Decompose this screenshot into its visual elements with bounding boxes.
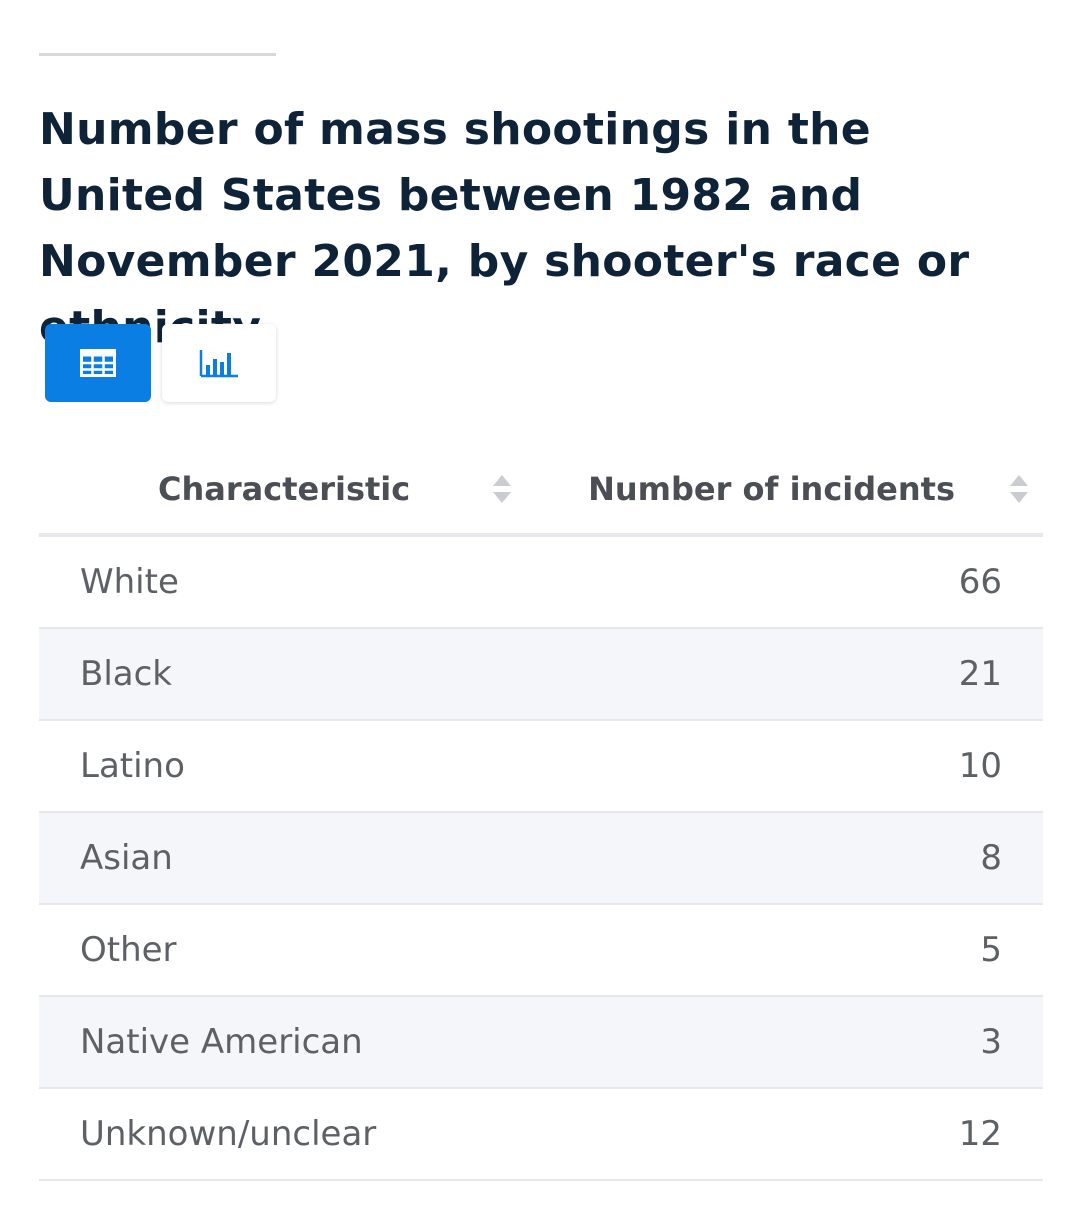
column-header-label: Number of incidents — [588, 470, 955, 508]
row-label: White — [39, 535, 551, 629]
table-row: White 66 — [39, 535, 1043, 629]
column-header-number-of-incidents[interactable]: Number of incidents — [550, 445, 1043, 537]
table-row: Latino 10 — [39, 720, 1043, 813]
table-row: Native American 3 — [39, 996, 1043, 1089]
table-row: Unknown/unclear 12 — [39, 1088, 1043, 1181]
row-value: 12 — [550, 1088, 1043, 1181]
sort-icon[interactable] — [492, 473, 512, 505]
table-row: Black 21 — [39, 628, 1043, 721]
row-label: Asian — [39, 812, 551, 905]
row-label: Native American — [39, 996, 551, 1089]
chart-view-button[interactable] — [162, 324, 276, 402]
column-header-label: Characteristic — [158, 470, 411, 508]
bar-chart-icon — [199, 350, 238, 378]
sort-icon[interactable] — [1009, 473, 1029, 505]
table-row: Asian 8 — [39, 812, 1043, 905]
row-value: 8 — [550, 812, 1043, 905]
row-label: Other — [39, 904, 551, 997]
top-divider — [39, 53, 276, 56]
data-table: Characteristic Number of incidents — [39, 445, 1043, 1181]
row-value: 10 — [550, 720, 1043, 813]
row-value: 21 — [550, 628, 1043, 721]
row-value: 66 — [550, 535, 1043, 629]
table-row: Other 5 — [39, 904, 1043, 997]
column-header-characteristic[interactable]: Characteristic — [39, 445, 551, 537]
row-value: 3 — [550, 996, 1043, 1089]
table-header-row: Characteristic Number of incidents — [39, 445, 1043, 537]
table-grid-icon — [80, 349, 116, 377]
row-label: Latino — [39, 720, 551, 813]
chart-title: Number of mass shootings in the United S… — [39, 104, 970, 353]
row-label: Black — [39, 628, 551, 721]
row-value: 5 — [550, 904, 1043, 997]
table-view-button[interactable] — [45, 324, 151, 402]
row-label: Unknown/unclear — [39, 1088, 551, 1181]
